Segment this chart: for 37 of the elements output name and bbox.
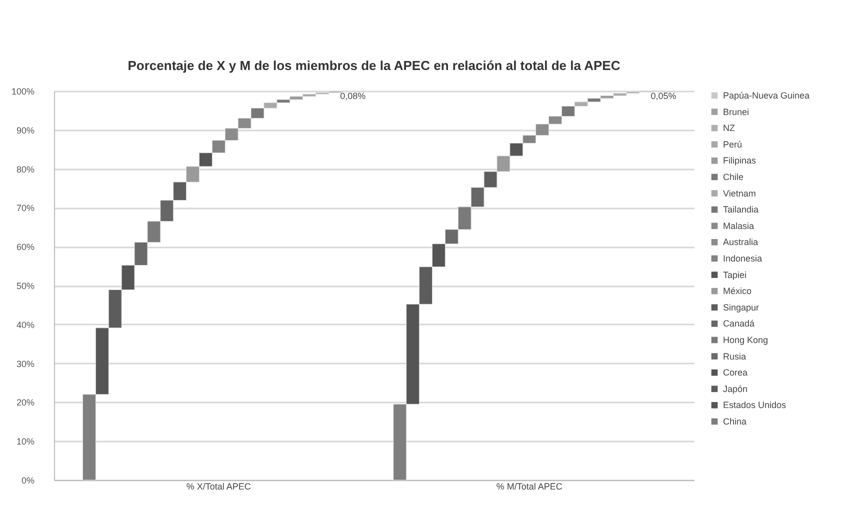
- legend-label: China: [723, 416, 747, 426]
- legend-label: Vietnam: [723, 188, 756, 198]
- legend-label: Japón: [723, 384, 748, 394]
- y-tick-label: 0%: [21, 476, 34, 486]
- y-tick-label: 60%: [16, 242, 34, 252]
- chart-title: Porcentaje de X y M de los miembros de la APEC en relación al total de la APEC: [128, 58, 621, 73]
- legend-label: NZ: [723, 123, 736, 134]
- y-tick-label: 70%: [16, 203, 34, 214]
- y-tick-label: 40%: [16, 320, 34, 330]
- legend-label: Corea: [723, 368, 748, 378]
- y-tick-label: 100%: [11, 86, 34, 96]
- legend-label: Hong Kong: [723, 335, 768, 345]
- legend-label: Tapiei: [723, 270, 747, 280]
- legend-label: Perú: [723, 139, 742, 150]
- y-tick-label: 30%: [16, 358, 34, 369]
- legend-label: Indonesia: [723, 254, 762, 264]
- legend-label: México: [723, 286, 752, 296]
- x-tick-label: % X/Total APEC: [186, 482, 252, 492]
- legend-label: Estados Unidos: [723, 400, 787, 410]
- y-tick-label: 10%: [16, 436, 34, 447]
- y-tick-label: 80%: [16, 164, 34, 174]
- y-tick-label: 20%: [16, 398, 34, 408]
- legend-label: Filipinas: [723, 156, 757, 166]
- legend-label: Rusia: [723, 351, 746, 362]
- y-tick-label: 90%: [16, 125, 34, 136]
- legend-label: Papúa-Nueva Guinea: [723, 90, 810, 100]
- y-tick-label: 50%: [16, 281, 34, 291]
- legend-label: Chile: [723, 172, 744, 182]
- legend-label: Malasia: [723, 220, 754, 231]
- data-label: 0,05%: [650, 90, 676, 101]
- data-label: 0,08%: [340, 91, 366, 102]
- legend-label: Brunei: [723, 106, 750, 117]
- legend-label: Tailandia: [723, 204, 759, 215]
- legend-label: Canadá: [723, 318, 755, 329]
- x-tick-label: % M/Total APEC: [496, 482, 563, 492]
- legend-label: Australia: [723, 237, 758, 248]
- legend-label: Singapur: [723, 302, 760, 312]
